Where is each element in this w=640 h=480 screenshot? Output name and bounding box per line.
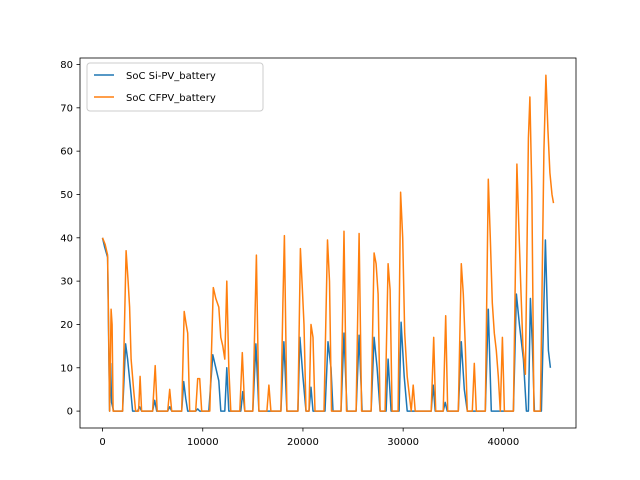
plot-lines: [101, 74, 555, 412]
y-tick-label: 70: [60, 103, 73, 114]
y-tick-label: 20: [60, 320, 73, 331]
x-tick-label: 40000: [487, 437, 519, 448]
legend-label-cfpv: SoC CFPV_battery: [126, 93, 216, 104]
y-tick-label: 0: [67, 407, 73, 418]
x-tick-label: 20000: [287, 437, 319, 448]
y-tick-label: 50: [60, 190, 73, 201]
y-tick-label: 40: [60, 233, 73, 244]
plot-frame: [79, 57, 577, 429]
y-tick-label: 60: [60, 147, 73, 158]
y-axis: 0 10 20 30 40 50 60 70 80: [60, 60, 80, 418]
legend: SoC Si-PV_battery SoC CFPV_battery: [86, 62, 264, 112]
x-axis: 0 10000 20000 30000 40000: [99, 428, 519, 448]
x-tick-label: 30000: [387, 437, 419, 448]
y-tick-label: 30: [60, 277, 73, 288]
x-tick-label: 10000: [187, 437, 219, 448]
y-tick-label: 80: [60, 60, 73, 71]
series-line-cfpv: [101, 74, 555, 412]
y-tick-label: 10: [60, 363, 73, 374]
x-tick-label: 0: [99, 437, 105, 448]
legend-box: [86, 62, 264, 112]
legend-label-si-pv: SoC Si-PV_battery: [126, 71, 216, 82]
